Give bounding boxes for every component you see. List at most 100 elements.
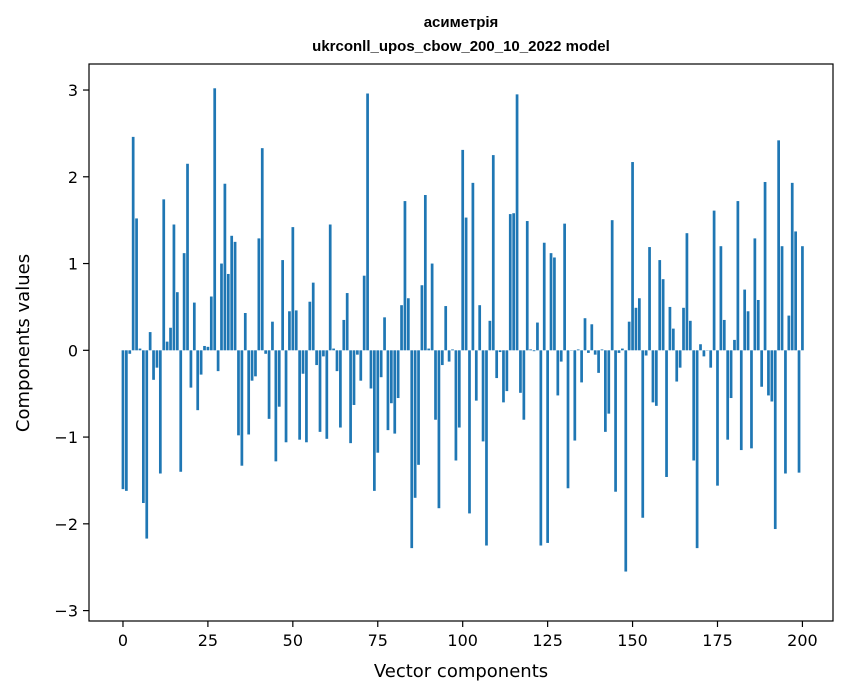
bar [583,318,587,351]
bar [437,350,441,509]
bar [430,263,434,351]
bar [145,350,149,539]
x-tick-label: 175 [702,631,733,650]
bar [291,227,295,351]
bar [342,319,346,351]
bar [417,350,420,465]
bar [512,213,516,351]
bar [695,350,699,549]
y-tick-label: −1 [54,428,78,447]
y-tick-label: −3 [54,602,78,621]
chart-title-line1: асиметрія [424,14,499,31]
bar [610,220,614,351]
bar [152,350,155,380]
y-tick-label: 0 [68,341,78,360]
bar [559,350,563,362]
bar [264,350,268,354]
bar [685,233,689,351]
bar [267,350,271,419]
bar [213,88,217,351]
bar [271,321,274,351]
x-axis-label: Vector components [374,661,548,682]
bar [478,305,482,351]
bar [155,350,159,368]
bar [131,136,135,351]
plot-frame [88,63,834,622]
bar [498,350,502,353]
bar [481,350,485,442]
bar [573,350,577,441]
y-tick-label: −2 [54,515,78,534]
bar [784,350,787,474]
bar [760,350,764,387]
bar [461,149,465,351]
bar [617,350,621,353]
bar [763,181,767,351]
bar [413,350,417,498]
bar [383,317,386,351]
bar [488,320,492,351]
bar [668,306,672,351]
bar [600,349,604,351]
bar [366,93,369,351]
bar [797,350,801,473]
bar [240,350,244,466]
x-tick-label: 25 [198,631,218,650]
x-tick-label: 200 [787,631,818,650]
bar [335,350,339,372]
y-axis-label: Components values [13,254,34,432]
bar [315,350,318,366]
x-tick-label: 100 [447,631,478,650]
bar [770,350,774,402]
bar [359,350,363,381]
bar [128,350,132,354]
bar [373,350,376,491]
bar [396,350,400,399]
bar [322,350,325,357]
bar [753,238,757,351]
bar [519,350,522,393]
x-tick-label: 0 [118,631,128,650]
bar [274,350,278,462]
bar [220,263,223,351]
bar [787,315,791,351]
bar [148,332,152,351]
bar [712,210,716,351]
x-tick-label: 50 [283,631,303,650]
bar [553,257,556,351]
bar [260,148,264,351]
bar [556,350,560,396]
bar [468,350,471,514]
bar [746,311,750,351]
bar [634,307,638,351]
bar [410,350,414,549]
bar [801,246,804,351]
bar [549,253,553,351]
bar [305,350,308,443]
bar [716,350,719,486]
bars [121,88,804,572]
bar [390,350,393,404]
bar [743,289,747,351]
bar [243,313,247,351]
y-tick-label: 1 [68,255,78,274]
bar [189,350,193,388]
bar [447,350,451,362]
bar [485,350,488,546]
bar [719,246,723,351]
bar [175,292,179,351]
bar [182,253,186,351]
bar [158,350,162,474]
bar [203,345,206,351]
bar [169,327,172,351]
bar [339,350,342,428]
bar [318,350,322,432]
bar [284,350,288,443]
bar [525,221,529,351]
bar [756,299,760,351]
bar [325,350,329,439]
x-axis-ticks: 0 25 50 75 100 125 150 175 200 [118,621,818,650]
y-tick-label: 3 [68,81,78,100]
bar [393,350,397,434]
bar [739,350,743,451]
